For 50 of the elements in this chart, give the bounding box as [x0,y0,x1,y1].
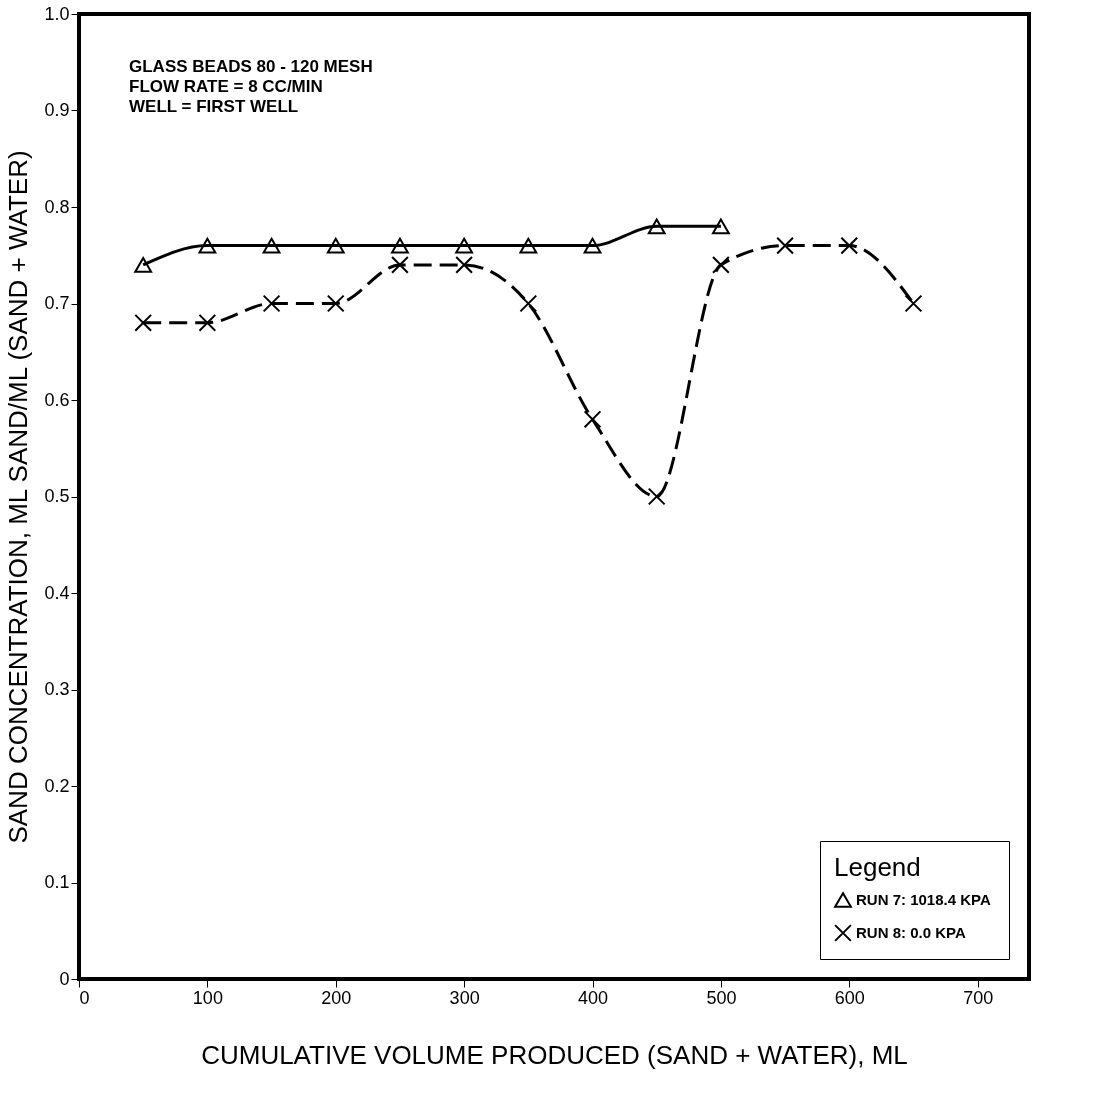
point [391,237,409,254]
point [647,487,666,506]
y-tick-label: 0.9 [44,100,70,120]
point [262,294,281,313]
x-tick-label: 0 [79,987,90,1008]
x-tick-label: 100 [192,987,223,1008]
point [711,218,730,235]
annotation: GLASS BEADS 80 - 120 MESH [129,57,373,76]
y-tick-label: 0.7 [44,293,70,313]
y-axis-title: SAND CONCENTRATION, ML SAND/ML (SAND + WATER) [3,150,34,844]
point [519,294,538,313]
point [647,218,666,235]
legend-label: RUN 8: 0.0 KPA [856,924,966,941]
point [455,237,474,254]
x-tick-label: 700 [963,987,994,1008]
y-tick-label: 0.1 [44,872,70,892]
point [391,255,409,274]
y-tick-label: 0 [59,968,70,989]
x-tick-label: 400 [577,987,609,1008]
point [326,237,345,254]
point [198,237,217,254]
point [840,236,859,255]
point [583,410,602,429]
point [134,257,153,273]
point [904,294,923,313]
x-axis-title: CUMULATIVE VOLUME PRODUCED (SAND + WATER), ML [201,1039,908,1070]
point [262,237,281,254]
legend-title: Legend [834,852,921,882]
x-tick-label: 500 [706,987,737,1008]
point [326,294,345,313]
annotation: FLOW RATE = 8 CC/MIN [129,77,323,96]
point [776,236,794,255]
y-tick-label: 0.6 [44,389,70,410]
y-tick-label: 0.8 [44,196,70,217]
legend-label: RUN 7: 1018.4 KPA [856,891,991,908]
annotation: WELL = FIRST WELL [129,97,299,116]
point [583,237,602,254]
y-tick-label: 0.4 [44,582,70,603]
point [711,255,730,274]
y-tick-label: 0.2 [44,775,70,796]
point [519,237,538,254]
point [455,255,474,274]
y-tick-label: 0.5 [44,486,70,506]
x-tick-label: 200 [321,987,352,1008]
y-tick-label: 1.0 [44,3,70,24]
x-tick-label: 300 [449,987,480,1008]
x-tick-label: 600 [834,987,865,1008]
point [134,313,153,332]
y-tick-label: 0.3 [44,679,70,699]
point [198,313,217,332]
